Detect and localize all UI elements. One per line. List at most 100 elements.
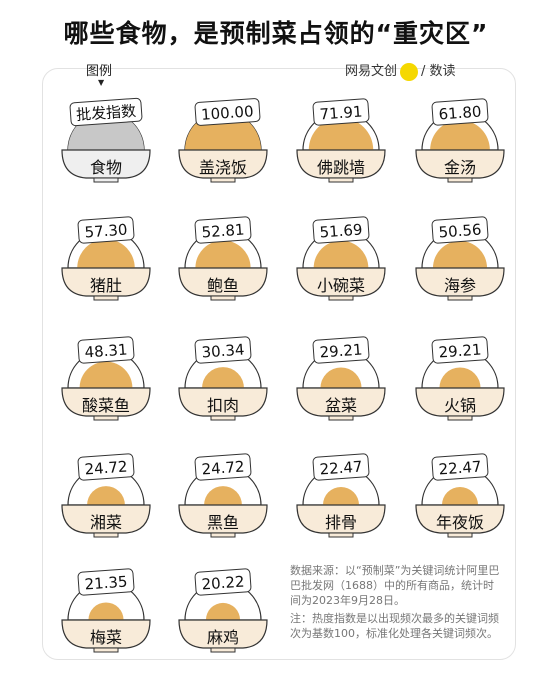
source-note: 数据来源：以“预制菜”为关键词统计阿里巴巴批发网（1688）中的所有商品，统计时… <box>290 564 500 607</box>
bowl-item: 71.91 佛跳墙 <box>291 92 391 187</box>
bowl-base <box>178 619 268 649</box>
value-fill <box>204 486 242 505</box>
bowl-foot <box>93 647 119 653</box>
bowl-base <box>61 504 151 534</box>
bowl-base <box>296 504 386 534</box>
data-label: 52.81 <box>194 216 252 244</box>
category-label: 金汤 <box>443 158 476 177</box>
data-label: 61.80 <box>431 98 489 126</box>
bowl-item: 29.21 火锅 <box>410 330 510 425</box>
bowl-base <box>178 387 268 417</box>
data-label: 24.72 <box>77 453 135 481</box>
bowl-item: 50.56 海参 <box>410 210 510 305</box>
category-label: 盖浇饭 <box>198 158 247 177</box>
data-label: 30.34 <box>194 336 252 364</box>
legend-name: 食物 <box>89 158 122 177</box>
data-label: 50.56 <box>431 216 489 244</box>
bowl-foot <box>93 295 119 301</box>
bowl-base <box>61 149 151 179</box>
notes: 数据来源：以“预制菜”为关键词统计阿里巴巴批发网（1688）中的所有商品，统计时… <box>290 563 500 644</box>
data-label: 21.35 <box>77 568 135 596</box>
bowl-item: 24.72 湘菜 <box>56 447 156 542</box>
bowl-item: 22.47 年夜饭 <box>410 447 510 542</box>
data-label: 20.22 <box>194 568 252 596</box>
bowl-item: 57.30 猪肚 <box>56 210 156 305</box>
legend-label: 图例 <box>86 64 113 79</box>
value-fill <box>87 486 125 505</box>
bowl-foot <box>210 295 236 301</box>
bowl-item: 24.72 黑鱼 <box>173 447 273 542</box>
method-note: 注：热度指数是以出现频次最多的关键词频次为基数100，标准化处理各关键词频次。 <box>290 612 499 640</box>
category-label: 排骨 <box>324 513 357 532</box>
data-label: 29.21 <box>312 336 370 364</box>
bowl-foot <box>93 532 119 538</box>
bowl-base <box>415 267 505 297</box>
brand-logo: 网易文创 / 数读 <box>345 62 456 81</box>
bowl-base <box>415 387 505 417</box>
brand-right: 数读 <box>429 64 456 79</box>
data-label: 22.47 <box>312 453 370 481</box>
bowl-item: 100.00 盖浇饭 <box>173 92 273 187</box>
value-fill <box>320 367 362 388</box>
bowl-foot <box>328 177 354 183</box>
category-label: 猪肚 <box>89 276 122 295</box>
legend-badge: 批发指数 <box>69 97 143 127</box>
legend-bowl: 批发指数 食物 <box>56 92 156 187</box>
value-fill <box>432 240 488 268</box>
value-fill <box>322 486 360 505</box>
bowl-base <box>61 267 151 297</box>
value-fill <box>439 367 481 388</box>
bowl-item: 51.69 小碗菜 <box>291 210 391 305</box>
category-label: 麻鸡 <box>206 628 239 647</box>
legend-arrow-icon: ▼ <box>98 78 105 87</box>
bowl-base <box>415 504 505 534</box>
value-fill <box>79 361 133 388</box>
bowl-foot <box>210 532 236 538</box>
bowl-item: 30.34 扣肉 <box>173 330 273 425</box>
bowl-item: 29.21 盆菜 <box>291 330 391 425</box>
bowl-foot <box>447 415 473 421</box>
category-label: 湘菜 <box>89 513 122 532</box>
data-label: 29.21 <box>431 336 489 364</box>
bowl-base <box>178 149 268 179</box>
value-fill <box>441 486 479 505</box>
category-label: 火锅 <box>443 396 476 415</box>
bowl-foot <box>210 177 236 183</box>
value-fill <box>430 120 490 150</box>
bowl-item: 21.35 梅菜 <box>56 562 156 657</box>
value-fill <box>205 602 241 620</box>
category-label: 佛跳墙 <box>316 158 365 177</box>
bowl-graphic <box>415 111 505 183</box>
bowl-foot <box>93 177 119 183</box>
data-label: 100.00 <box>194 97 261 127</box>
value-fill <box>77 239 135 268</box>
category-label: 年夜饭 <box>435 513 484 532</box>
bowl-foot <box>93 415 119 421</box>
category-label: 扣肉 <box>206 396 239 415</box>
bowl-foot <box>447 532 473 538</box>
page-title: 哪些食物，是预制菜占领的“重灾区” <box>63 19 489 48</box>
bowl-base <box>296 267 386 297</box>
data-label: 51.69 <box>312 216 370 244</box>
category-label: 海参 <box>443 276 476 295</box>
bowl-foot <box>328 295 354 301</box>
bowl-foot <box>447 295 473 301</box>
bowl-base <box>296 387 386 417</box>
data-label: 22.47 <box>431 453 489 481</box>
value-fill <box>313 240 369 268</box>
brand-left: 网易文创 <box>345 64 398 79</box>
category-label: 盆菜 <box>324 396 357 415</box>
bowl-foot <box>210 415 236 421</box>
bowl-item: 22.47 排骨 <box>291 447 391 542</box>
category-label: 酸菜鱼 <box>81 396 130 415</box>
brand-dot-icon <box>400 62 419 81</box>
value-fill <box>195 240 251 268</box>
category-label: 鲍鱼 <box>206 276 239 295</box>
bowl-foot <box>447 177 473 183</box>
bowl-item: 61.80 金汤 <box>410 92 510 187</box>
data-label: 71.91 <box>312 98 370 126</box>
category-label: 小碗菜 <box>316 276 365 295</box>
data-label: 48.31 <box>77 336 135 364</box>
bowl-foot <box>328 532 354 538</box>
bowl-item: 20.22 麻鸡 <box>173 562 273 657</box>
